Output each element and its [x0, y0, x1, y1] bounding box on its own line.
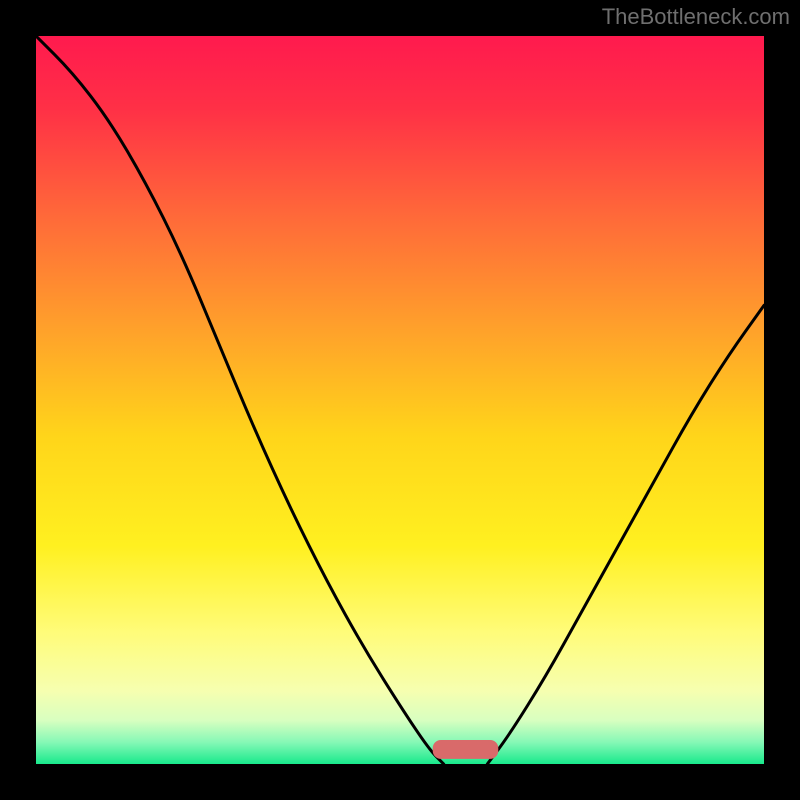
chart-background — [36, 36, 764, 764]
bottleneck-chart — [36, 36, 764, 764]
chart-frame: TheBottleneck.com — [0, 0, 800, 800]
watermark-text: TheBottleneck.com — [602, 4, 790, 30]
minimum-marker — [433, 740, 499, 759]
